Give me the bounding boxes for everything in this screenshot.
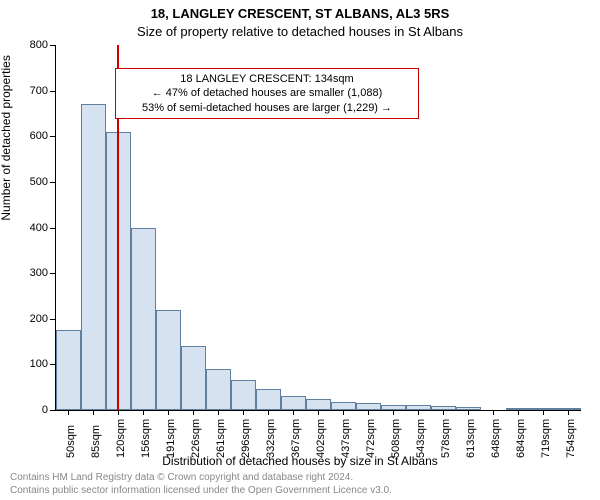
xtick-label: 261sqm [215, 419, 227, 458]
ytick-label: 300 [30, 267, 48, 279]
xtick-mark [368, 410, 369, 415]
xtick-label: 120sqm [115, 419, 127, 458]
histogram-bar [431, 406, 456, 410]
xtick-label: 191sqm [165, 419, 177, 458]
xtick-mark [218, 410, 219, 415]
xtick-mark [243, 410, 244, 415]
xtick-label: 402sqm [315, 419, 327, 458]
xtick-label: 85sqm [90, 425, 102, 458]
histogram-bar [56, 330, 81, 410]
xtick-mark [193, 410, 194, 415]
ytick-label: 200 [30, 313, 48, 325]
ytick-label: 400 [30, 222, 48, 234]
xtick-label: 226sqm [190, 419, 202, 458]
xtick-label: 719sqm [540, 419, 552, 458]
xtick-label: 50sqm [65, 425, 77, 458]
annotation-line: 53% of semi-detached houses are larger (… [122, 101, 412, 115]
ytick-label: 100 [30, 358, 48, 370]
annotation-line: 18 LANGLEY CRESCENT: 134sqm [122, 72, 412, 86]
ytick-mark [50, 136, 55, 137]
histogram-bar [131, 228, 156, 411]
chart-title-sub: Size of property relative to detached ho… [0, 24, 600, 39]
xtick-label: 332sqm [265, 419, 277, 458]
ytick-label: 800 [30, 39, 48, 51]
y-axis-label: Number of detached properties [0, 55, 13, 220]
histogram-bar [206, 369, 231, 410]
ytick-mark [50, 91, 55, 92]
xtick-mark [318, 410, 319, 415]
histogram-bar [381, 405, 406, 410]
footer-line-2: Contains public sector information licen… [10, 485, 392, 498]
xtick-label: 648sqm [490, 419, 502, 458]
ytick-mark [50, 273, 55, 274]
xtick-label: 508sqm [390, 419, 402, 458]
ytick-mark [50, 45, 55, 46]
histogram-bar [506, 408, 531, 410]
histogram-bar [331, 402, 356, 410]
histogram-bar [356, 403, 381, 410]
ytick-mark [50, 319, 55, 320]
histogram-bar [81, 104, 106, 410]
footer-line-1: Contains HM Land Registry data © Crown c… [10, 472, 392, 485]
xtick-label: 613sqm [465, 419, 477, 458]
xtick-mark [268, 410, 269, 415]
xtick-mark [568, 410, 569, 415]
histogram-bar [556, 408, 581, 410]
xtick-label: 684sqm [515, 419, 527, 458]
ytick-label: 600 [30, 130, 48, 142]
histogram-bar [231, 380, 256, 410]
xtick-mark [68, 410, 69, 415]
histogram-bar [306, 399, 331, 410]
chart-title-main: 18, LANGLEY CRESCENT, ST ALBANS, AL3 5RS [0, 6, 600, 21]
xtick-mark [493, 410, 494, 415]
annotation-line: ← 47% of detached houses are smaller (1,… [122, 86, 412, 100]
xtick-mark [443, 410, 444, 415]
ytick-label: 500 [30, 176, 48, 188]
annotation-box: 18 LANGLEY CRESCENT: 134sqm← 47% of deta… [115, 68, 419, 119]
histogram-bar [181, 346, 206, 410]
xtick-label: 296sqm [240, 419, 252, 458]
xtick-label: 437sqm [340, 419, 352, 458]
xtick-mark [543, 410, 544, 415]
histogram-bar [156, 310, 181, 410]
ytick-label: 0 [42, 404, 48, 416]
xtick-mark [143, 410, 144, 415]
xtick-mark [518, 410, 519, 415]
xtick-label: 367sqm [290, 419, 302, 458]
chart-container: 18, LANGLEY CRESCENT, ST ALBANS, AL3 5RS… [0, 0, 600, 500]
ytick-mark [50, 410, 55, 411]
xtick-label: 472sqm [365, 419, 377, 458]
xtick-mark [343, 410, 344, 415]
xtick-label: 754sqm [565, 419, 577, 458]
xtick-mark [168, 410, 169, 415]
xtick-mark [468, 410, 469, 415]
xtick-mark [418, 410, 419, 415]
xtick-label: 578sqm [440, 419, 452, 458]
xtick-mark [393, 410, 394, 415]
ytick-mark [50, 228, 55, 229]
ytick-mark [50, 182, 55, 183]
ytick-label: 700 [30, 85, 48, 97]
footer-attribution: Contains HM Land Registry data © Crown c… [10, 472, 392, 497]
xtick-label: 156sqm [140, 419, 152, 458]
xtick-label: 543sqm [415, 419, 427, 458]
ytick-mark [50, 364, 55, 365]
xtick-mark [293, 410, 294, 415]
histogram-bar [281, 396, 306, 410]
histogram-bar [256, 389, 281, 410]
xtick-mark [118, 410, 119, 415]
histogram-bar [406, 405, 431, 410]
histogram-bar [531, 408, 556, 410]
xtick-mark [93, 410, 94, 415]
histogram-bar [456, 407, 481, 410]
